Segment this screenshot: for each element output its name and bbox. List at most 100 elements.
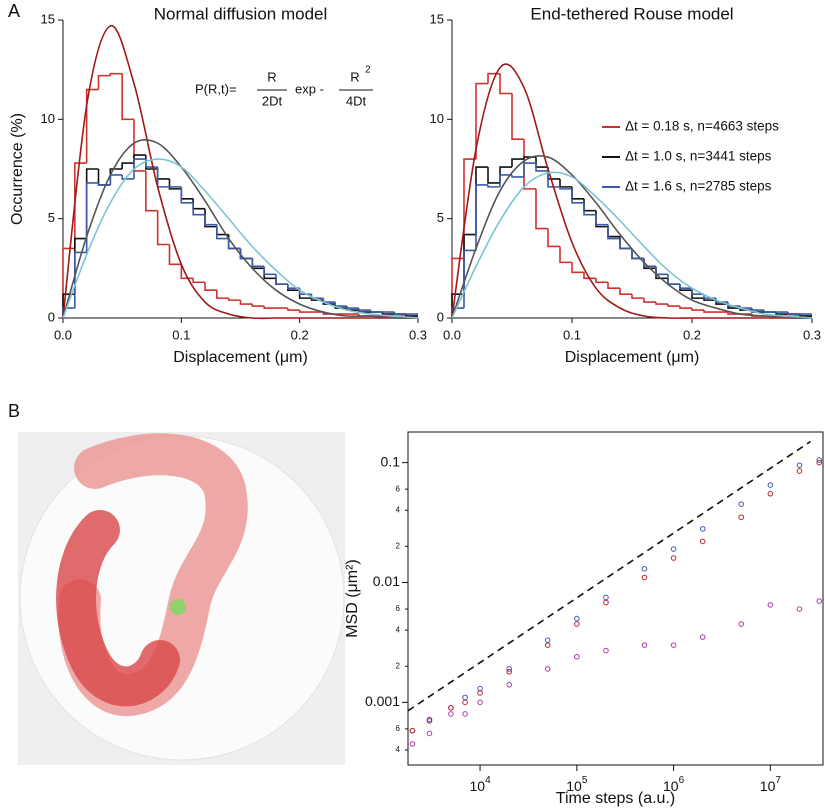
histogram-step [535,163,548,172]
fit-curve [451,155,813,319]
histogram-step [251,304,265,307]
histogram-step [393,312,407,315]
x-tick-label: 105 [566,775,588,794]
legend-label: Δt = 0.18 s, n=4663 steps [625,119,779,134]
data-point [426,730,433,737]
x-tick-label: 106 [663,775,685,794]
x-axis-label: Displacement (μm) [565,349,700,366]
histogram-step [655,266,668,276]
data-point [738,501,745,507]
legend-label: Δt = 1.6 s, n=2785 steps [625,179,772,194]
histogram-step [475,82,488,160]
data-point [699,634,706,640]
histogram-step [369,310,383,313]
data-point [816,457,823,463]
y-tick-label: 4 [396,505,401,514]
y-tick-label: 0.1 [381,453,401,469]
histogram-step [239,300,253,305]
x-tick-exponent: 7 [775,775,781,786]
histogram-step [607,282,620,289]
histogram-step [192,202,205,216]
histogram-step [275,274,288,286]
x-tick-exponent: 4 [485,775,491,786]
x-tick-base: 10 [760,778,776,794]
histogram-step [559,186,572,190]
histogram-step [263,306,276,309]
formula: R [267,69,276,84]
histogram-step [358,308,371,311]
histogram-step [559,246,572,264]
data-point [574,615,580,622]
y-tick-label: 5 [437,210,444,225]
x-tick-base: 10 [469,778,485,794]
histogram-step [667,304,680,307]
x-tick-label: 0.0 [443,327,461,342]
data-point [409,727,416,734]
histogram-step [511,93,524,140]
data-point [574,653,580,660]
histogram-step [583,272,596,280]
histogram-step [121,162,134,169]
data-point [796,606,803,612]
data-point [506,682,512,688]
histogram-step [322,298,336,303]
histogram-step [85,88,99,164]
chromosome-part [56,510,180,707]
data-point [796,468,803,474]
x-tick-label: 0.1 [563,327,581,342]
histogram-step [192,278,205,284]
x-tick-exponent: 5 [582,775,588,786]
histogram-step [619,238,632,250]
y-axis-label: MSD (μm²) [344,559,361,638]
y-tick-label: 15 [41,11,55,26]
fit-curve [451,63,812,319]
formula: 4Dt [346,93,367,108]
data-point [426,718,433,724]
histogram-step [643,298,656,303]
panel-label: A [8,1,20,21]
histogram-step [168,244,182,266]
fit-curve [62,158,419,319]
data-point [544,642,551,648]
legend-label: Δt = 1.0 s, n=3441 steps [625,149,772,164]
x-tick-exponent: 6 [679,775,685,786]
chart-title: End-tethered Rouse model [530,4,733,23]
data-point [699,538,706,545]
histogram-step [156,167,170,188]
histogram-step [595,278,608,284]
fit-curve [62,25,418,320]
data-point [409,741,416,747]
y-tick-label: 0 [48,309,55,324]
data-point [448,711,454,717]
x-tick-label: 0.0 [54,327,72,342]
data-point [816,598,823,604]
histogram-step [133,158,146,179]
histogram-step [475,166,488,235]
data-point [603,594,609,601]
simulation-image [18,432,345,765]
y-tick-label: 2 [396,661,401,670]
x-axis-label: Displacement (μm) [173,349,308,366]
histogram-step [145,170,158,212]
histogram-step [227,298,241,301]
x-tick-label: 104 [469,775,491,794]
histogram-step [559,178,572,188]
data-point [816,459,823,466]
histogram-step [703,310,716,313]
histogram-step [571,186,584,200]
histogram-step [216,224,229,240]
histogram-step [655,268,668,280]
histogram-step [679,306,692,309]
data-point [506,668,512,675]
histogram-step [463,249,476,309]
histogram-step [463,158,476,259]
histogram-step [121,174,134,180]
histogram-step [487,184,500,188]
histogram-step [85,168,99,239]
chart-title: Normal diffusion model [154,4,328,23]
x-tick-label: 0.3 [409,327,427,342]
histogram-step [679,284,692,289]
histogram-step [763,310,776,313]
histogram-step [499,174,512,187]
